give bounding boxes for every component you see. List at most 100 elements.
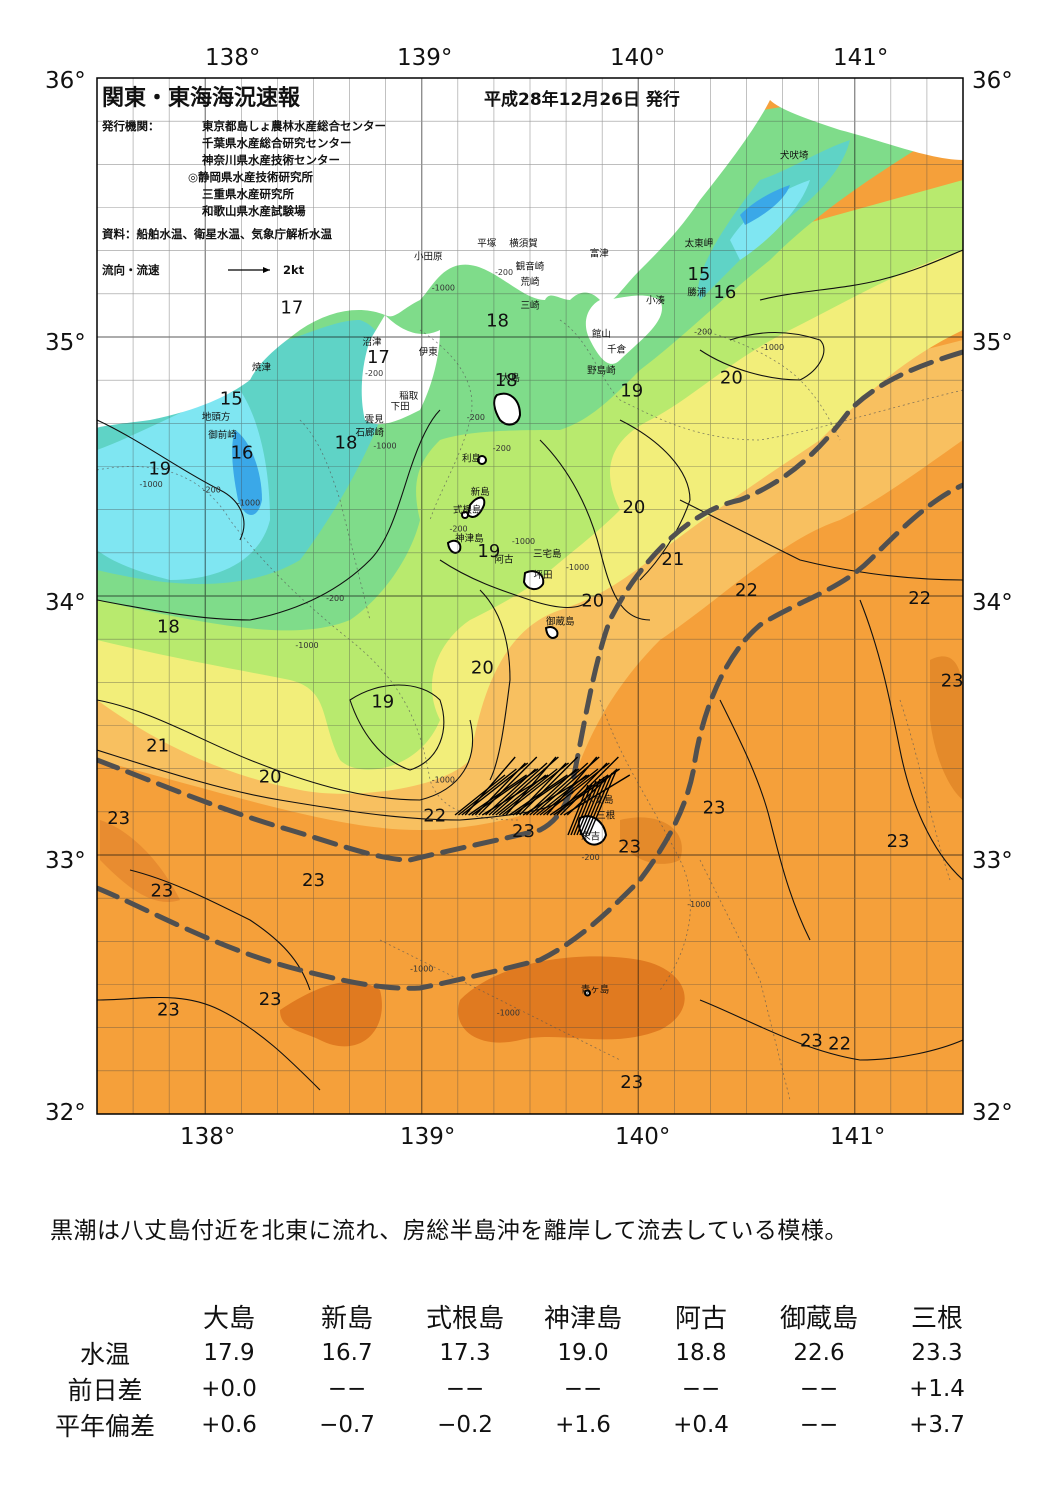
place-label: 稲取	[399, 390, 419, 402]
table-row: 前日差 +0.0 −− −− −− −− −− +1.4	[40, 1371, 996, 1407]
current-vector	[485, 768, 537, 816]
table-cell: −−	[445, 1376, 485, 1402]
isotherm-label: 23	[941, 671, 964, 692]
isotherm-label: 22	[735, 580, 758, 601]
lat-label-left: 32°	[45, 1100, 86, 1126]
current-vector	[495, 774, 547, 816]
current-vector	[588, 770, 617, 836]
column-header: 式根島	[425, 1304, 504, 1334]
isotherm-label: 23	[703, 798, 726, 819]
island-niijima	[466, 496, 486, 518]
table-cell: −−	[799, 1376, 839, 1402]
place-label: 大島	[501, 372, 520, 384]
place-label: 小湊	[646, 294, 666, 306]
issuer-name: 三重県水産研究所	[202, 187, 294, 201]
isotherm-label: 16	[713, 282, 736, 303]
current-vector	[567, 784, 589, 836]
place-label: 末吉	[581, 830, 600, 842]
depth-label: -200	[449, 524, 467, 533]
island-miyakejima	[522, 570, 545, 590]
depth-label: -200	[365, 369, 383, 378]
table-cell: −−	[563, 1376, 603, 1402]
isotherm-label: 20	[259, 766, 282, 787]
table-cell: −0.2	[437, 1412, 493, 1438]
lon-label-top: 141°	[833, 45, 888, 71]
isotherm-label: 18	[335, 432, 358, 453]
table-cell: 17.3	[439, 1340, 491, 1366]
lon-label-bottom: 138°	[180, 1124, 235, 1150]
current-vector	[519, 756, 579, 816]
depth-label: -200	[493, 444, 511, 453]
island-shikinejima	[461, 511, 470, 519]
column-header: 御蔵島	[779, 1304, 858, 1334]
isotherm-label: 23	[887, 831, 910, 852]
current-vectors	[454, 756, 631, 836]
row-header: 前日差	[67, 1376, 143, 1405]
isotherm-label: 20	[471, 658, 494, 679]
place-label: 勝浦	[687, 287, 707, 299]
table-cell: +0.6	[201, 1412, 257, 1438]
flow-legend-unit: 2kt	[283, 263, 305, 277]
place-label: 石廊崎	[356, 426, 385, 438]
current-vector	[573, 780, 597, 836]
table-cell: +3.7	[909, 1412, 965, 1438]
isotherm-label: 23	[107, 808, 130, 829]
place-label: 小田原	[414, 251, 443, 262]
table-cell: 23.3	[911, 1340, 963, 1366]
place-label: 式根島	[453, 504, 482, 516]
isotherm-label: 23	[512, 821, 535, 842]
current-vector	[539, 768, 599, 816]
issue-date: 平成28年12月26日 発行	[484, 89, 680, 110]
place-label: 平塚	[477, 238, 497, 249]
isotherm-label: 19	[620, 381, 643, 402]
lat-label-left: 34°	[45, 590, 86, 616]
lat-label-right: 34°	[972, 590, 1013, 616]
place-label: 青ヶ島	[581, 983, 610, 995]
current-vector	[556, 762, 608, 816]
table-cell: −0.7	[319, 1412, 375, 1438]
current-vector	[536, 774, 588, 816]
flow-legend-label: 流向・流速	[102, 263, 160, 277]
place-label: 観音崎	[516, 261, 545, 273]
current-vector	[474, 762, 526, 816]
depth-label: -1000	[566, 563, 589, 572]
islands	[446, 392, 608, 997]
current-vector	[509, 774, 568, 816]
depth-label: -1000	[140, 480, 163, 489]
issuer-label: 発行機関：	[101, 119, 160, 133]
place-label: 荒崎	[520, 276, 540, 288]
isotherm-label: 22	[828, 1033, 851, 1054]
map-frame	[96, 77, 964, 1115]
depth-label: -1000	[237, 498, 260, 507]
table-cell: −−	[681, 1376, 721, 1402]
lat-label-right: 35°	[972, 330, 1013, 356]
column-header: 大島	[202, 1304, 255, 1334]
lat-label-left: 36°	[45, 68, 86, 94]
depth-label: -1000	[373, 441, 396, 450]
depth-contours	[97, 319, 963, 1101]
island-aogashima	[584, 989, 592, 997]
depth-label: -1000	[761, 343, 784, 352]
isotherm-label: 23	[618, 836, 641, 857]
place-label: 御前崎	[208, 429, 237, 441]
place-label: 下田	[391, 402, 410, 413]
sea-temperature-map: 138° 139° 140° 141° 138° 139° 140° 141° …	[45, 45, 1013, 1150]
lat-label-right: 33°	[972, 848, 1013, 874]
isotherm-label: 17	[280, 298, 303, 319]
isotherm-label: 18	[486, 311, 509, 332]
column-header: 神津島	[543, 1304, 622, 1334]
place-label: 三崎	[520, 300, 540, 312]
longitude-labels-top: 138° 139° 140° 141°	[205, 45, 888, 71]
current-vector	[570, 782, 593, 836]
lat-label-right: 36°	[972, 68, 1013, 94]
current-vector	[478, 756, 538, 816]
isotherm-label: 19	[148, 458, 171, 479]
current-vector	[525, 768, 577, 816]
depth-label: -1000	[410, 965, 433, 974]
depth-labels: -1000 -200 -200 -1000 -1000 -200 -1000 -1000 -10…	[140, 268, 785, 1018]
isotherm-label: 23	[302, 870, 325, 891]
depth-label: -200	[467, 413, 485, 422]
table-cell: +0.0	[201, 1376, 257, 1402]
place-label: 三根	[596, 810, 616, 822]
isotherm-label: 21	[146, 735, 169, 756]
